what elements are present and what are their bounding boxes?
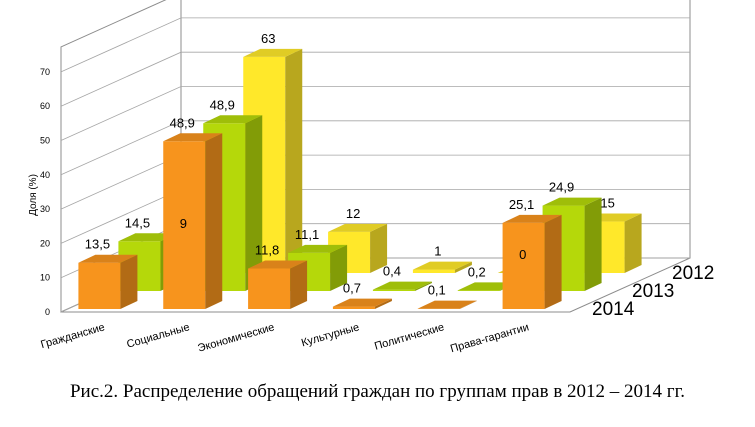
y-tick-label: 40	[40, 170, 50, 180]
y-axis-title: Доля (%)	[28, 174, 39, 216]
bar-2014-0	[78, 254, 138, 309]
bar-top	[457, 282, 517, 291]
y-tick-label: 30	[40, 204, 50, 214]
bar-2014-1	[163, 133, 223, 309]
data-labels: 9 63 12 1 0 15 14,5 48,9 11,1 0,4 0,2 24,9 13,5 48,9 1…	[85, 31, 615, 298]
bar-2014-4	[417, 300, 477, 309]
bar-side	[245, 115, 263, 291]
data-label: 63	[261, 31, 275, 46]
gridline	[60, 51, 690, 107]
bar-side	[624, 213, 642, 273]
bar-front	[248, 268, 291, 309]
series-label: 2012	[672, 263, 714, 284]
data-label: 0,4	[383, 264, 401, 279]
y-tick-label: 0	[45, 307, 50, 317]
bar-side	[459, 300, 477, 309]
data-label: 13,5	[85, 237, 110, 252]
data-label: 11,8	[255, 243, 279, 258]
data-label: 0	[519, 247, 526, 262]
category-label: Культурные	[300, 321, 361, 349]
bar-2014-2	[248, 260, 308, 309]
bar-side	[584, 197, 602, 291]
bars	[78, 48, 642, 309]
data-label: 14,5	[125, 215, 150, 230]
bar-front	[78, 262, 121, 309]
bar-top	[417, 300, 477, 309]
bar-top	[163, 133, 223, 142]
data-label: 12	[346, 206, 360, 221]
gridline	[60, 17, 690, 73]
data-label: 11,1	[295, 227, 319, 242]
y-tick-label: 10	[40, 273, 50, 283]
bar-top	[328, 223, 388, 232]
data-label: 25,1	[509, 197, 534, 212]
bar-2014-3	[332, 298, 392, 309]
bar-top	[203, 115, 263, 124]
category-label: Права-гарантии	[449, 321, 530, 355]
bar-2014-5	[502, 214, 562, 309]
series-label: 2013	[632, 281, 674, 302]
bar-top	[502, 214, 562, 223]
bar-top	[288, 244, 348, 253]
bar-top	[332, 298, 392, 307]
gridline	[60, 120, 690, 176]
series-label: 2014	[592, 299, 635, 320]
bar-side	[120, 254, 138, 309]
category-label: Экономические	[196, 321, 276, 354]
bar-top	[248, 260, 308, 269]
data-label: 0,1	[428, 283, 446, 298]
bar-front	[163, 141, 206, 309]
bar-front	[372, 289, 415, 291]
y-tick-label: 50	[40, 136, 50, 146]
category-label: Гражданские	[39, 321, 106, 351]
bar-top	[243, 48, 303, 57]
y-tick-label: 20	[40, 238, 50, 248]
bar-2012-3	[412, 261, 472, 273]
figure-caption: Рис.2. Распределение обращений граждан п…	[69, 381, 685, 402]
bar-side	[454, 261, 472, 273]
data-label: 24,9	[549, 180, 574, 195]
data-label: 0,7	[343, 281, 361, 296]
y-tick-label: 70	[40, 67, 50, 77]
category-labels: Гражданские Социальные Экономические Культу…	[39, 321, 530, 355]
data-label: 1	[434, 244, 441, 259]
bar-front	[457, 290, 500, 291]
data-label: 48,9	[210, 97, 235, 112]
bar-2013-3	[372, 281, 432, 291]
y-tick-label: 60	[40, 101, 50, 111]
bar-side	[330, 244, 348, 291]
bar-top	[78, 254, 138, 263]
category-label: Политические	[373, 321, 445, 352]
bar-top	[412, 261, 472, 270]
data-label: 9	[180, 216, 187, 231]
data-label: 15	[600, 196, 614, 211]
bar-side	[205, 133, 223, 309]
bar-side	[374, 298, 392, 309]
category-label: Социальные	[125, 321, 191, 350]
bar-front	[502, 222, 545, 309]
bar-top	[542, 197, 602, 206]
bar-side	[414, 281, 432, 291]
bar-2012-1	[243, 48, 303, 273]
gridline	[60, 86, 690, 141]
y-axis-ticks: 0 10 20 30 40 50 60 70	[40, 67, 50, 317]
bar-top	[118, 233, 178, 242]
bar-side	[290, 260, 308, 309]
data-label: 0,2	[468, 264, 486, 279]
bar-side	[370, 223, 388, 273]
data-label: 48,9	[170, 115, 195, 130]
bar-side	[285, 48, 303, 273]
bar-top	[372, 281, 432, 290]
bar-front	[332, 306, 375, 309]
bar-side	[544, 214, 562, 309]
bar-front	[412, 269, 455, 273]
